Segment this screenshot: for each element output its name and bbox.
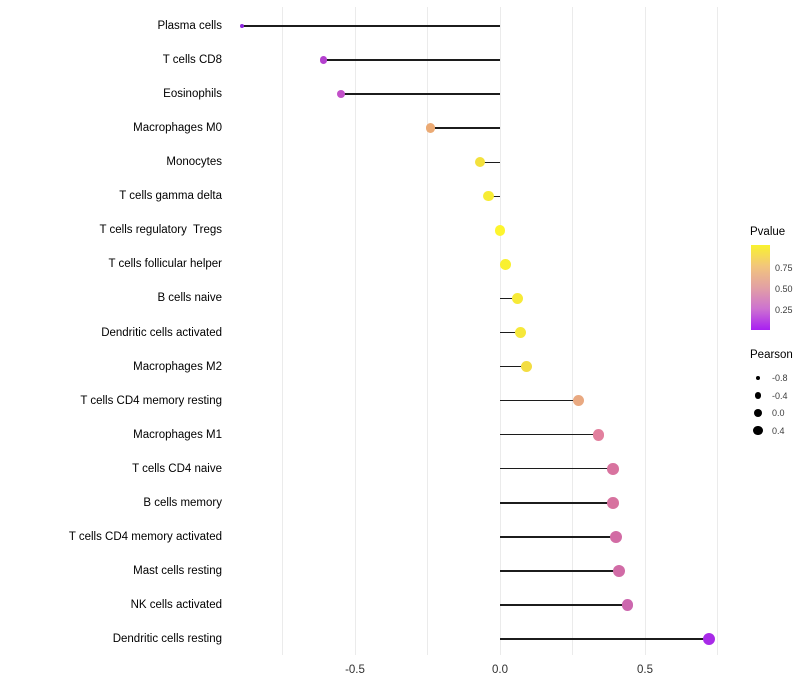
data-point xyxy=(319,56,327,64)
x-tick-label: 0.5 xyxy=(637,664,653,676)
data-point xyxy=(520,361,532,373)
stem-line xyxy=(479,161,500,163)
pearson-legend-label: -0.4 xyxy=(772,390,788,401)
pearson-legend-title: Pearson xyxy=(750,349,793,361)
gridline xyxy=(717,7,718,655)
stem-line xyxy=(500,297,518,300)
category-label: Dendritic cells resting xyxy=(112,633,222,646)
data-point xyxy=(612,564,625,577)
stem-line xyxy=(241,25,500,27)
data-point xyxy=(572,395,584,407)
pearson-legend-label: 0.4 xyxy=(772,425,785,436)
pvalue-tick-label: 0.25 xyxy=(775,304,793,315)
stem-line xyxy=(500,536,616,538)
pvalue-tick-label: 0.75 xyxy=(775,262,793,273)
data-point xyxy=(336,90,345,99)
category-label: T cells CD4 memory resting xyxy=(80,394,222,407)
category-label: Plasma cells xyxy=(157,20,222,32)
data-point xyxy=(514,326,526,339)
category-label: T cells CD4 naive xyxy=(132,462,222,475)
data-point xyxy=(607,496,619,509)
x-tick-label: 0.0 xyxy=(492,664,508,676)
data-point xyxy=(425,123,436,133)
category-label: B cells memory xyxy=(143,496,222,509)
gridline xyxy=(354,7,356,655)
stem-line xyxy=(500,570,619,572)
category-label: T cells gamma delta xyxy=(119,190,222,203)
pearson-legend-dot xyxy=(754,392,762,399)
stem-line xyxy=(340,93,500,95)
category-label: Macrophages M0 xyxy=(133,122,222,135)
gridline xyxy=(427,7,428,655)
pearson-legend-dot xyxy=(753,425,763,436)
data-point xyxy=(607,462,619,475)
category-label: T cells regulatory Tregs xyxy=(99,224,222,237)
stem-line xyxy=(488,195,500,197)
stem-line xyxy=(500,468,614,470)
data-point xyxy=(483,191,494,202)
data-point xyxy=(500,259,512,270)
x-tick-label: -0.5 xyxy=(345,664,365,676)
data-point xyxy=(239,23,245,29)
stem-line xyxy=(323,59,500,61)
data-point xyxy=(494,225,506,236)
category-label: Eosinophils xyxy=(163,88,222,101)
gridline xyxy=(644,7,646,655)
pvalue-tick-label: 0.50 xyxy=(775,284,793,295)
data-point xyxy=(592,428,605,441)
stem-line xyxy=(500,365,527,368)
stem-line xyxy=(500,638,709,640)
stem-line xyxy=(500,502,614,504)
stem-line xyxy=(500,604,628,606)
data-point xyxy=(511,292,523,305)
gridline xyxy=(499,7,501,655)
stem-line xyxy=(500,434,599,436)
stem-line xyxy=(430,127,500,129)
category-label: T cells follicular helper xyxy=(108,258,222,271)
stem-line xyxy=(500,399,579,402)
data-point xyxy=(610,530,622,543)
category-label: Dendritic cells activated xyxy=(101,326,222,339)
pearson-legend-label: -0.8 xyxy=(772,373,788,383)
category-label: T cells CD4 memory activated xyxy=(68,530,222,543)
category-label: Monocytes xyxy=(166,156,222,169)
pvalue-colorbar xyxy=(751,245,770,330)
category-label: Macrophages M1 xyxy=(133,428,222,441)
gridline xyxy=(282,7,283,655)
stem-line xyxy=(500,331,521,334)
pvalue-legend-title: Pvalue xyxy=(750,226,786,238)
pearson-legend-dot xyxy=(753,408,763,418)
category-label: T cells CD8 xyxy=(162,54,222,67)
data-point xyxy=(702,632,716,646)
category-label: NK cells activated xyxy=(130,599,222,612)
data-point xyxy=(621,599,634,611)
category-label: Macrophages M2 xyxy=(133,360,222,373)
category-label: Mast cells resting xyxy=(133,564,222,577)
pearson-legend-dot xyxy=(755,375,761,381)
pearson-legend-label: 0.0 xyxy=(772,408,785,418)
gridline xyxy=(572,7,573,655)
category-label: B cells naive xyxy=(157,292,222,305)
data-point xyxy=(474,157,485,168)
